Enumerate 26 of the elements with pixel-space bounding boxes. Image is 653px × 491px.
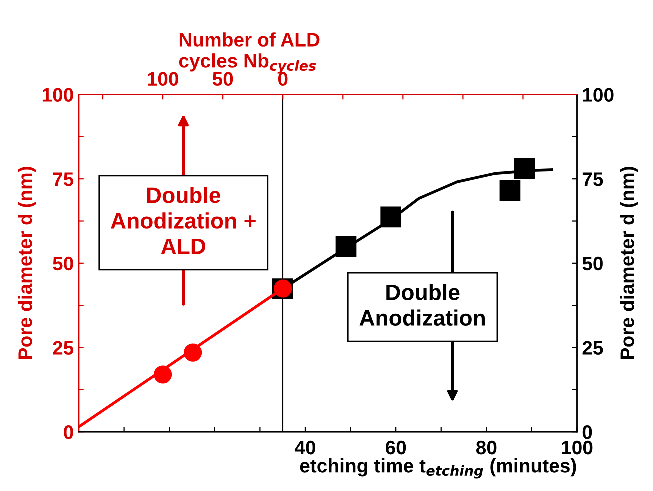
y-tick-label: 50 [53, 256, 74, 271]
y2-tick-label: 0 [582, 426, 592, 440]
point [336, 236, 357, 257]
x-tick-label: 60 [386, 440, 406, 455]
x-tick-label: 40 [294, 440, 316, 455]
y-tick-label: 25 [53, 341, 74, 355]
annotation: Double Anodization [360, 284, 485, 326]
y2-tick-label: 100 [583, 88, 614, 102]
y2-tick-label: 50 [582, 256, 603, 271]
point [514, 158, 536, 180]
y-tick-label: 100 [42, 88, 74, 102]
x2-tick-label: 100 [148, 72, 178, 86]
point [500, 180, 521, 202]
y2-tick-label: 75 [582, 172, 604, 186]
x-axis-title: etching time t$_{etching}$ (minutes) [300, 458, 576, 479]
annotation: Double Anodization + ALD [111, 187, 256, 254]
y-axis-title: Pore diameter d (nm) [18, 167, 36, 360]
point [380, 206, 402, 228]
y2-tick-label: 25 [582, 341, 604, 355]
x-tick-label: 80 [476, 440, 497, 455]
y-tick-label: 0 [64, 426, 74, 440]
y2-axis-title: Pore diameter d (nm) [620, 167, 638, 360]
x2-tick-label: 50 [212, 72, 234, 86]
y-tick-label: 75 [53, 172, 74, 186]
x2-tick-label: 0 [278, 72, 288, 86]
x-tick-label: 100 [562, 440, 593, 455]
